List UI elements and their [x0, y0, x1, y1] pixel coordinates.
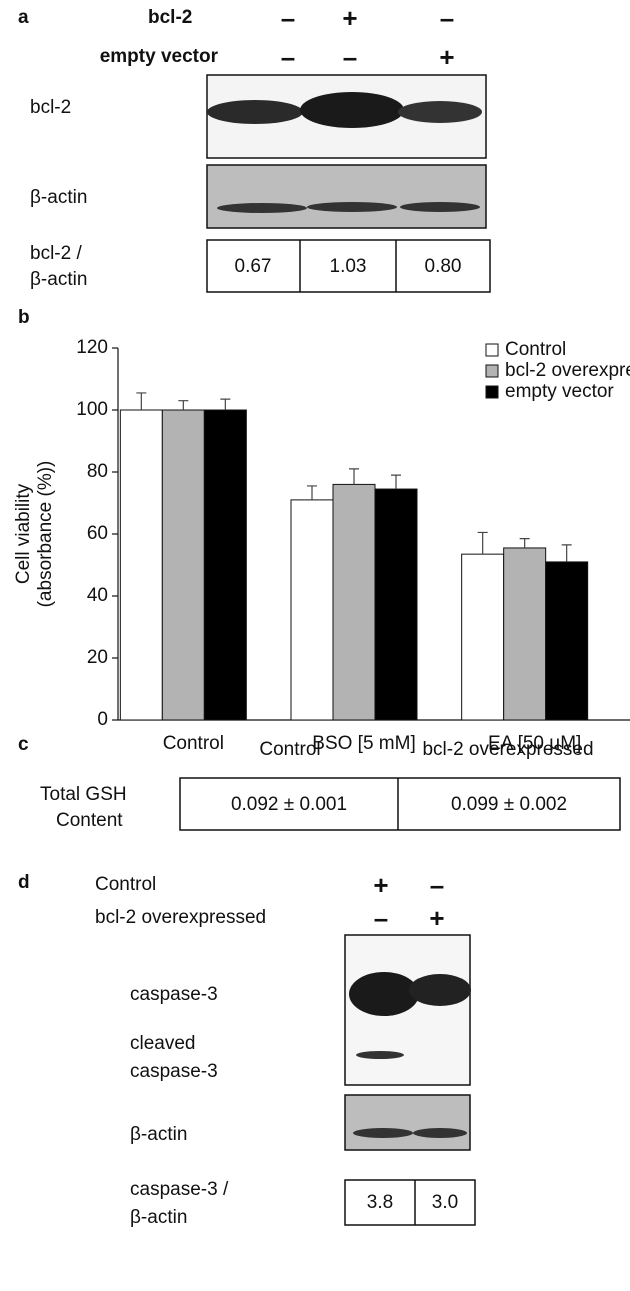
legend-label: bcl-2 overexpressed	[505, 360, 630, 381]
bar	[291, 500, 333, 720]
ratio-value: 3.0	[432, 1192, 458, 1213]
condition-name: bcl-2	[148, 7, 192, 28]
y-label-line: (absorbance (%))	[35, 461, 56, 608]
y-tick-label: 0	[97, 709, 108, 730]
panel-label: c	[18, 734, 29, 755]
bar	[546, 562, 588, 720]
y-label-line: Cell viability	[13, 483, 34, 584]
legend-swatch	[486, 344, 498, 356]
column-header: Control	[259, 739, 320, 760]
ratio-value: 3.8	[367, 1192, 393, 1213]
y-tick-label: 120	[76, 337, 108, 358]
panel-label: b	[18, 307, 30, 328]
sign: –	[374, 903, 388, 933]
blot	[207, 165, 486, 228]
bar	[504, 548, 546, 720]
y-tick-label: 60	[87, 523, 108, 544]
sign: +	[342, 3, 357, 33]
y-tick-label: 20	[87, 647, 108, 668]
x-tick-label: Control	[163, 733, 224, 754]
error-bar	[478, 532, 488, 554]
sign: +	[373, 870, 388, 900]
blot	[345, 935, 471, 1085]
blot	[207, 75, 486, 158]
blot-label: β-actin	[30, 187, 87, 208]
row-label: Content	[56, 810, 123, 831]
condition-name: bcl-2 overexpressed	[95, 907, 266, 928]
panel-label: a	[18, 7, 29, 28]
sign: –	[430, 870, 444, 900]
sign: +	[439, 42, 454, 72]
y-tick-label: 40	[87, 585, 108, 606]
ratio-label: β-actin	[130, 1207, 187, 1228]
bar	[162, 410, 204, 720]
gsh-value: 0.092 ± 0.001	[231, 794, 347, 815]
error-bar	[220, 399, 230, 410]
x-tick-label: BSO [5 mM]	[312, 733, 415, 754]
blot-label: caspase-3	[130, 984, 218, 1005]
error-bar	[307, 486, 317, 500]
y-axis-label: Cell viability (absorbance (%))	[13, 461, 56, 608]
condition-name: Control	[95, 874, 156, 895]
error-bar	[349, 469, 359, 485]
blot-label: caspase-3	[130, 1061, 218, 1082]
legend-swatch	[486, 365, 498, 377]
sign: +	[429, 903, 444, 933]
column-header: bcl-2 overexpressed	[422, 739, 593, 760]
figure: a bcl-2 – + – empty vector – – + bcl-2 β…	[0, 0, 630, 1291]
sign: –	[281, 42, 295, 72]
ratio-label: caspase-3 /	[130, 1179, 229, 1200]
ratio-label: bcl-2 /	[30, 243, 82, 264]
sign: –	[343, 42, 357, 72]
error-bar	[136, 393, 146, 410]
blot	[345, 1095, 470, 1150]
bar	[120, 410, 162, 720]
blot-label: bcl-2	[30, 97, 71, 118]
blot-label: cleaved	[130, 1033, 196, 1054]
bar-chart: b Cell viability (absorbance (%)) 0 20 40 6…	[13, 307, 630, 754]
panel-label: d	[18, 872, 30, 893]
error-bar	[178, 401, 188, 410]
sign: –	[281, 3, 295, 33]
y-tick-label: 100	[76, 399, 108, 420]
condition-name: empty vector	[100, 46, 219, 67]
gsh-value: 0.099 ± 0.002	[451, 794, 567, 815]
error-bar	[391, 475, 401, 489]
bar	[462, 554, 504, 720]
row-label: Total GSH	[40, 784, 127, 805]
legend-swatch	[486, 386, 498, 398]
ratio-label: β-actin	[30, 269, 87, 290]
y-tick-label: 80	[87, 461, 108, 482]
sign: –	[440, 3, 454, 33]
ratio-value: 1.03	[330, 256, 367, 277]
blot-label: β-actin	[130, 1124, 187, 1145]
bar	[204, 410, 246, 720]
bar	[333, 484, 375, 720]
ratio-value: 0.80	[425, 256, 462, 277]
bar	[375, 489, 417, 720]
error-bar	[562, 545, 572, 562]
error-bar	[520, 539, 530, 548]
legend-label: empty vector	[505, 381, 614, 402]
legend-label: Control	[505, 339, 566, 360]
ratio-value: 0.67	[235, 256, 272, 277]
